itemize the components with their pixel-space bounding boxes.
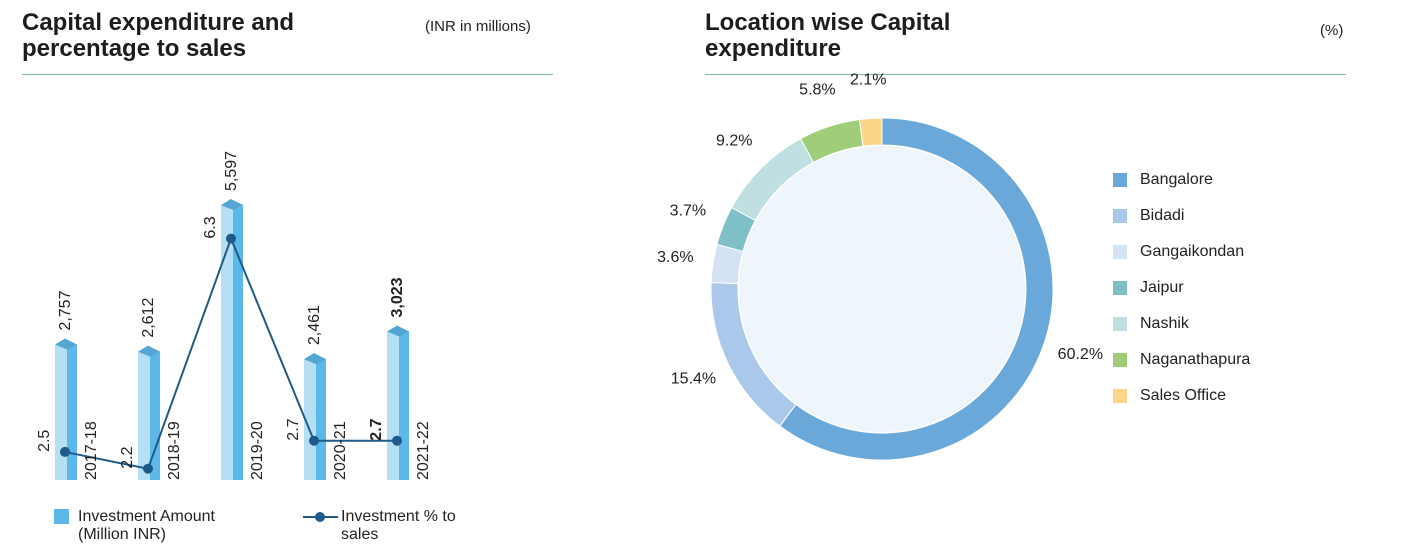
legend-label: Nashik <box>1140 315 1190 332</box>
line-value-label: 6.3 <box>202 216 219 238</box>
legend-label: Sales Office <box>1140 387 1226 404</box>
line-point <box>392 435 402 446</box>
legend-swatch <box>1113 317 1127 331</box>
bar-side <box>233 205 243 481</box>
bar-value-label: 2,461 <box>306 305 323 345</box>
legend-label: Investment Amount (Million INR) <box>78 508 215 543</box>
line-point <box>143 463 153 474</box>
bar-top <box>138 345 160 357</box>
bar <box>138 351 150 480</box>
legend-swatch <box>1113 209 1127 223</box>
slice-label: 60.2% <box>1058 346 1103 363</box>
bar-side <box>67 344 77 480</box>
bar-value-label: 5,597 <box>223 151 240 191</box>
x-tick-label: 2018-19 <box>166 421 183 480</box>
donut-hole <box>739 146 1025 432</box>
bar-top <box>55 338 77 350</box>
slice-label: 3.6% <box>657 249 693 266</box>
legend-label: Bidadi <box>1140 207 1184 224</box>
bar-value-label: 2,757 <box>57 290 74 330</box>
pie-slice <box>779 117 1054 461</box>
legend-swatch <box>1113 281 1127 295</box>
slice-label: 2.1% <box>850 72 886 89</box>
bar-side <box>150 351 160 480</box>
bar <box>55 344 67 480</box>
bar-value-label: 3,023 <box>389 277 406 317</box>
legend-label: Jaipur <box>1140 279 1184 296</box>
slice-label: 9.2% <box>716 132 752 149</box>
chart-subtitle: (%) <box>1320 22 1344 39</box>
line-point <box>309 435 319 446</box>
slice-label: 3.7% <box>670 203 706 220</box>
title-rule <box>22 74 553 75</box>
legend-label: Bangalore <box>1140 171 1213 188</box>
legend-label: Naganathapura <box>1140 351 1250 368</box>
bar-value-label: 2,612 <box>140 298 157 338</box>
x-tick-label: 2017-18 <box>83 421 100 480</box>
legend-swatch <box>1113 353 1127 367</box>
pie-slice <box>858 117 883 147</box>
x-tick-label: 2020-21 <box>332 421 349 480</box>
bar-top <box>304 353 326 365</box>
line-value-label: 2.7 <box>285 418 302 440</box>
x-tick-label: 2019-20 <box>249 421 266 480</box>
chart-subtitle: (INR in millions) <box>425 18 531 35</box>
line-value-label: 2.2 <box>119 446 136 468</box>
chart-title: Location wise Capital expenditure <box>705 9 951 62</box>
legend-label: Investment % to sales <box>341 508 456 543</box>
line-point <box>226 233 236 244</box>
line-point <box>60 446 70 457</box>
bar-side <box>399 331 409 480</box>
bar <box>221 205 233 481</box>
bar-top <box>221 199 243 211</box>
legend-swatch <box>1113 173 1127 187</box>
bar <box>387 331 399 480</box>
legend-point <box>315 512 325 522</box>
legend-swatch <box>54 509 69 524</box>
line-value-label: 2.5 <box>36 430 53 452</box>
slice-label: 5.8% <box>799 81 835 98</box>
line-value-label: 2.7 <box>368 418 385 440</box>
legend-swatch <box>1113 389 1127 403</box>
bar-side <box>316 359 326 480</box>
x-tick-label: 2021-22 <box>415 421 432 480</box>
legend-label: Gangaikondan <box>1140 243 1244 260</box>
bar <box>304 359 316 480</box>
title-rule <box>705 74 1346 75</box>
slice-label: 15.4% <box>671 370 716 387</box>
chart-title: Capital expenditure and percentage to sa… <box>22 9 295 62</box>
legend-swatch <box>1113 245 1127 259</box>
bar-top <box>387 325 409 337</box>
